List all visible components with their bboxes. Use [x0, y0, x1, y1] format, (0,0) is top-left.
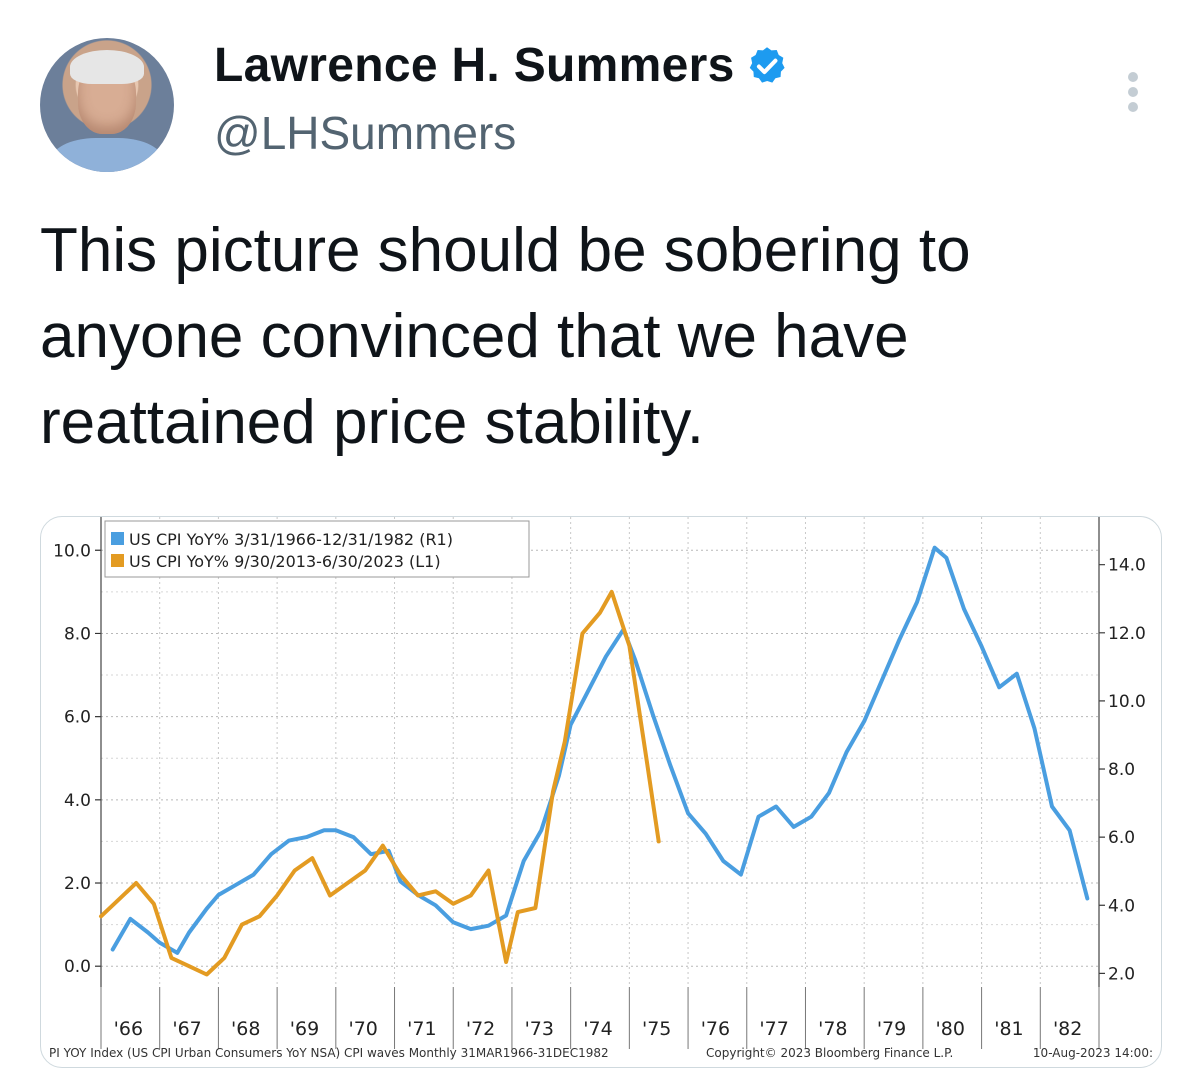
chart-footer-copyright: Copyright© 2023 Bloomberg Finance L.P.: [706, 1046, 953, 1060]
cpi-chart: 10.0 8.0 6.0 4.0 2.0 0.0 14.0 12.0 10.0 8.0 6.0 4.0…: [49, 517, 1153, 1060]
right-axis-tick-label: 12.0: [1108, 624, 1146, 644]
author-name[interactable]: Lawrence H. Summers: [214, 38, 789, 93]
legend-box: [104, 520, 530, 578]
legend-swatch: [111, 532, 124, 545]
left-axis-tick-label: 8.0: [64, 624, 91, 644]
verified-badge-icon: [749, 46, 785, 83]
right-axis-tick-label: 10.0: [1108, 692, 1146, 712]
x-axis-tick-label: '75: [642, 1018, 671, 1040]
right-axis-tick-label: 6.0: [1108, 828, 1135, 848]
right-axis-tick-label: 8.0: [1108, 760, 1135, 780]
x-axis-tick-label: '81: [994, 1018, 1023, 1040]
x-axis-tick-label: '67: [172, 1018, 201, 1040]
avatar[interactable]: [40, 38, 174, 172]
x-axis-tick-label: '80: [936, 1018, 965, 1040]
x-axis-tick-label: '66: [114, 1018, 143, 1040]
x-axis-tick-label: '76: [701, 1018, 730, 1040]
chart-footer-source: PI YOY Index (US CPI Urban Consumers YoY…: [49, 1046, 609, 1060]
x-axis-tick-label: '73: [525, 1018, 554, 1040]
right-axis-tick-label: 14.0: [1108, 556, 1146, 576]
avatar-hair: [70, 50, 144, 84]
x-axis-tick-label: '82: [1053, 1018, 1082, 1040]
series-line-2013-2023: [99, 589, 661, 977]
series-line-1966-1982: [110, 545, 1090, 955]
x-axis-tick-label: '71: [407, 1018, 436, 1040]
tweet-text: This picture should be sobering to anyon…: [40, 208, 1150, 466]
tweet-line: anyone convinced that we have: [40, 302, 909, 371]
x-axis-tick-label: '77: [759, 1018, 788, 1040]
left-axis-tick-label: 0.0: [64, 957, 91, 977]
x-axis-tick-label: '79: [877, 1018, 906, 1040]
left-axis-tick-label: 6.0: [64, 708, 91, 728]
avatar-shirt: [50, 138, 164, 172]
left-axis-tick-label: 10.0: [53, 541, 91, 561]
more-options-icon[interactable]: [1124, 70, 1142, 114]
legend-swatch: [111, 554, 124, 567]
legend-entry: US CPI YoY% 3/31/1966-12/31/1982 (R1): [129, 530, 453, 549]
chart-image[interactable]: 10.0 8.0 6.0 4.0 2.0 0.0 14.0 12.0 10.0 8.0 6.0 4.0…: [40, 516, 1162, 1068]
tweet-line: reattained price stability.: [40, 388, 704, 457]
right-axis-tick-label: 4.0: [1108, 896, 1135, 916]
x-axis-tick-label: '69: [290, 1018, 319, 1040]
right-axis-tick-label: 2.0: [1108, 964, 1135, 984]
tweet-line: This picture should be sobering to: [40, 216, 971, 285]
author-name-text[interactable]: Lawrence H. Summers: [214, 39, 735, 92]
x-axis-tick-label: '74: [583, 1018, 612, 1040]
x-axis-tick-label: '68: [231, 1018, 260, 1040]
x-axis-tick-label: '72: [466, 1018, 495, 1040]
legend-entry: US CPI YoY% 9/30/2013-6/30/2023 (L1): [129, 552, 441, 571]
author-handle[interactable]: @LHSummers: [214, 107, 517, 159]
chart-footer-timestamp: 10-Aug-2023 14:00:: [1033, 1046, 1153, 1060]
x-axis-tick-label: '78: [818, 1018, 847, 1040]
left-axis-tick-label: 4.0: [64, 791, 91, 811]
left-axis-tick-label: 2.0: [64, 874, 91, 894]
x-axis-tick-label: '70: [348, 1018, 377, 1040]
